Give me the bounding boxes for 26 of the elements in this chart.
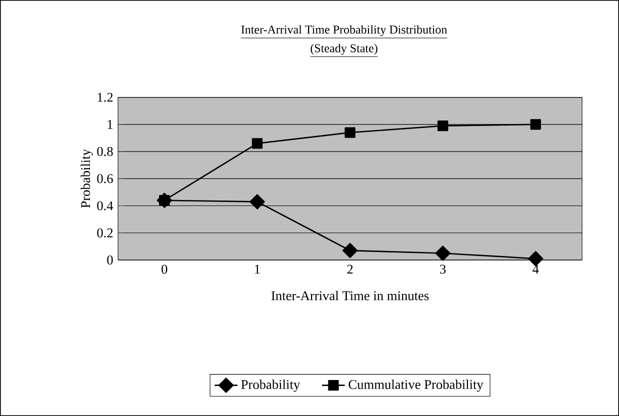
point <box>530 119 541 130</box>
y-tick-label: 1 <box>108 120 113 129</box>
y-tick-label: 0.6 <box>97 174 113 184</box>
y-tick-label: 1.2 <box>98 92 113 102</box>
point <box>344 127 356 138</box>
y-tick-label: 0 <box>107 256 113 264</box>
point <box>252 138 263 149</box>
legend-label: Cummulative Probability <box>348 380 484 392</box>
y-axis-title: Probability <box>80 149 93 208</box>
legend-label: Probability <box>241 380 300 392</box>
point <box>342 242 358 258</box>
y-tick-label: 0.2 <box>97 228 113 238</box>
x-tick-label: 3 <box>440 264 446 274</box>
x-tick-label: 4 <box>532 264 539 274</box>
x-tick-label: 1 <box>255 264 260 274</box>
point <box>435 246 450 261</box>
chart-subtitle: (Steady State) <box>310 44 378 55</box>
x-tick-label: 0 <box>162 264 168 274</box>
point <box>528 251 544 266</box>
x-tick-label: 2 <box>347 264 353 274</box>
y-tick-label: 0.4 <box>97 201 114 210</box>
y-tick-label: 0.8 <box>97 147 113 156</box>
point <box>438 120 448 132</box>
chart-title: Inter-Arrival Time Probability Distribution <box>241 25 448 36</box>
x-axis-title: Inter-Arrival Time in minutes <box>271 290 429 300</box>
point <box>250 194 265 210</box>
